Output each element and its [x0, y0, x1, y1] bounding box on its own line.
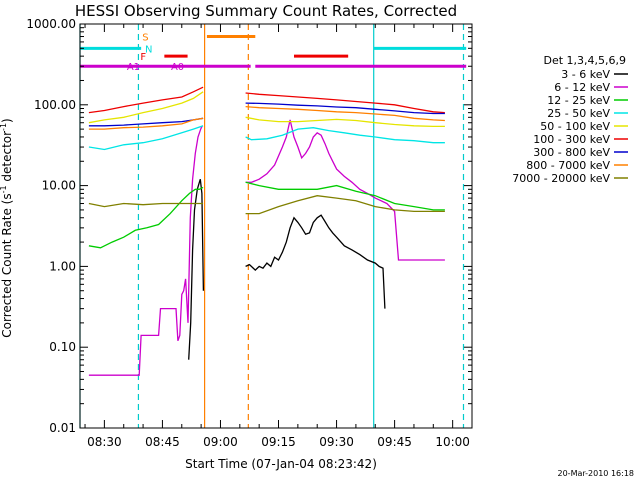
- series-line-6: [88, 86, 445, 114]
- x-tick-label: 09:45: [377, 435, 412, 449]
- legend-label-4: 25 - 50 keV: [547, 107, 610, 120]
- footer-date: 20-Mar-2010 16:18: [558, 469, 635, 478]
- y-axis-label: Corrected Count Rate (s-1 detector-1): [0, 118, 14, 337]
- series-line-3: [88, 181, 445, 249]
- legend-title: Det 1,3,4,5,6,9: [543, 54, 626, 67]
- y-axis-label-end: ): [0, 118, 14, 123]
- legend-label-6: 100 - 300 keV: [533, 133, 610, 146]
- flag-label-a0: A0: [171, 62, 184, 73]
- y-axis-label-mid: detector: [0, 131, 14, 186]
- chart-title: HESSI Observing Summary Count Rates, Cor…: [75, 2, 457, 20]
- x-tick-label: 09:00: [203, 435, 238, 449]
- x-tick-label: 09:30: [319, 435, 354, 449]
- legend-label-7: 300 - 800 keV: [533, 146, 610, 159]
- y-tick-label: 0.01: [49, 421, 76, 435]
- y-tick-label: 1.00: [49, 259, 76, 273]
- x-tick-label: 09:15: [261, 435, 296, 449]
- x-tick-label: 08:30: [87, 435, 122, 449]
- legend-label-8: 800 - 7000 keV: [526, 159, 610, 172]
- legend-label-2: 6 - 12 keV: [554, 81, 610, 94]
- legend-label-9: 7000 - 20000 keV: [512, 172, 610, 185]
- flag-label-f: F: [140, 52, 146, 63]
- x-axis-label: Start Time (07-Jan-04 08:23:42): [185, 457, 377, 471]
- y-axis-label-main: Corrected Count Rate (s: [0, 193, 14, 337]
- legend-label-5: 50 - 100 keV: [540, 120, 610, 133]
- series-line-2: [88, 119, 445, 376]
- y-tick-label: 0.10: [49, 340, 76, 354]
- x-tick-label: 10:00: [435, 435, 470, 449]
- y-tick-label: 1000.00: [26, 17, 76, 31]
- x-tick-label: 08:45: [145, 435, 180, 449]
- y-tick-label: 10.00: [42, 179, 76, 193]
- series-line-8: [88, 105, 445, 130]
- plot-frame: [79, 23, 473, 429]
- flag-label-n: N: [145, 44, 152, 55]
- flag-label-s: S: [142, 33, 148, 44]
- legend-label-1: 3 - 6 keV: [561, 68, 610, 81]
- series-line-5: [88, 91, 445, 128]
- y-axis-label-sup: -1: [0, 185, 8, 193]
- series-line-4: [88, 125, 445, 151]
- axes: 1000.00 100.00 10.00 1.00 0.10 0.01 08:30 08:45…: [26, 17, 473, 449]
- y-axis-label-sup2: -1: [0, 123, 8, 131]
- flag-label-a1: A1: [127, 62, 140, 73]
- legend-label-3: 12 - 25 keV: [547, 94, 610, 107]
- series-line-1: [188, 179, 386, 360]
- series-line-9: [88, 195, 445, 215]
- y-tick-label: 100.00: [34, 98, 76, 112]
